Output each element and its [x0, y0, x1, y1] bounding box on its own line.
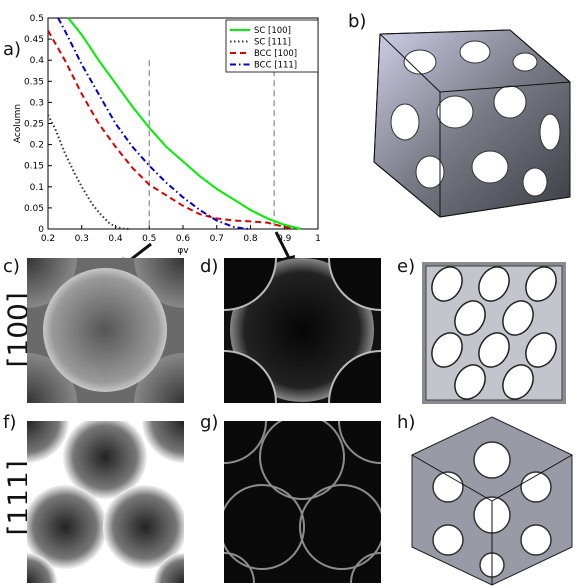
- legend-entry: SC [100]: [254, 26, 291, 36]
- series-line: [67, 17, 302, 230]
- legend-entry: BCC [100]: [254, 49, 297, 59]
- y-tick-label: 0: [38, 225, 44, 235]
- y-tick-label: 0.3: [30, 98, 44, 108]
- y-tick-label: 0.2: [30, 141, 44, 151]
- y-tick-label: 0.15: [24, 162, 44, 172]
- y-tick-label: 0.45: [24, 35, 44, 45]
- projection-g-111-image: [224, 421, 381, 583]
- y-tick-label: 0.05: [24, 204, 44, 214]
- x-tick-label: 0.5: [142, 234, 156, 244]
- panel-label-c: c): [3, 256, 20, 277]
- x-tick-label: 0.4: [108, 234, 123, 244]
- structure-h-111-image: [411, 416, 573, 586]
- panel-label-g: g): [200, 412, 219, 433]
- x-tick-label: 0.7: [210, 234, 224, 244]
- projection-d-100-image: [224, 258, 381, 403]
- structure-e-100-image: [422, 262, 566, 404]
- legend-entry: SC [111]: [254, 38, 291, 48]
- y-tick-label: 0.35: [24, 77, 44, 87]
- y-tick-label: 0.25: [24, 120, 44, 130]
- x-tick-label: 0.9: [277, 234, 292, 244]
- legend-entry: BCC [111]: [254, 61, 297, 71]
- x-axis-label: φv: [177, 246, 189, 256]
- legend-box: [225, 19, 319, 73]
- x-tick-label: 0.6: [176, 234, 191, 244]
- x-tick-label: 0.3: [75, 234, 89, 244]
- panel-label-b: b): [348, 11, 367, 32]
- x-tick-label: 0.2: [41, 234, 55, 244]
- projection-c-100-image: [27, 258, 184, 403]
- panel-label-d: d): [200, 256, 219, 277]
- panel-label-f: f): [3, 412, 17, 433]
- x-tick-label: 0.8: [243, 234, 258, 244]
- x-tick-label: 1: [315, 234, 321, 244]
- arrow-to-d: [274, 231, 291, 259]
- y-axis-label: Acolumn: [13, 104, 23, 143]
- y-tick-label: 0.5: [30, 14, 44, 24]
- bcc-cube-image: [373, 29, 571, 218]
- chart-svg: 0.2 0.3 0.4 0.5 0.6 0.7 0.8 0.9 1 0 0.05 0.1 0.15 0.2…: [13, 14, 321, 256]
- y-tick-label: 0.1: [30, 183, 44, 193]
- series-line: [47, 30, 295, 230]
- projection-f-111-image: [27, 421, 184, 583]
- panel-label-h: h): [397, 412, 416, 433]
- series-line: [57, 17, 251, 230]
- panel-label-a: a): [3, 39, 22, 60]
- series-line: [47, 114, 130, 230]
- panel-label-e: e): [397, 256, 416, 277]
- y-tick-label: 0.4: [30, 56, 45, 66]
